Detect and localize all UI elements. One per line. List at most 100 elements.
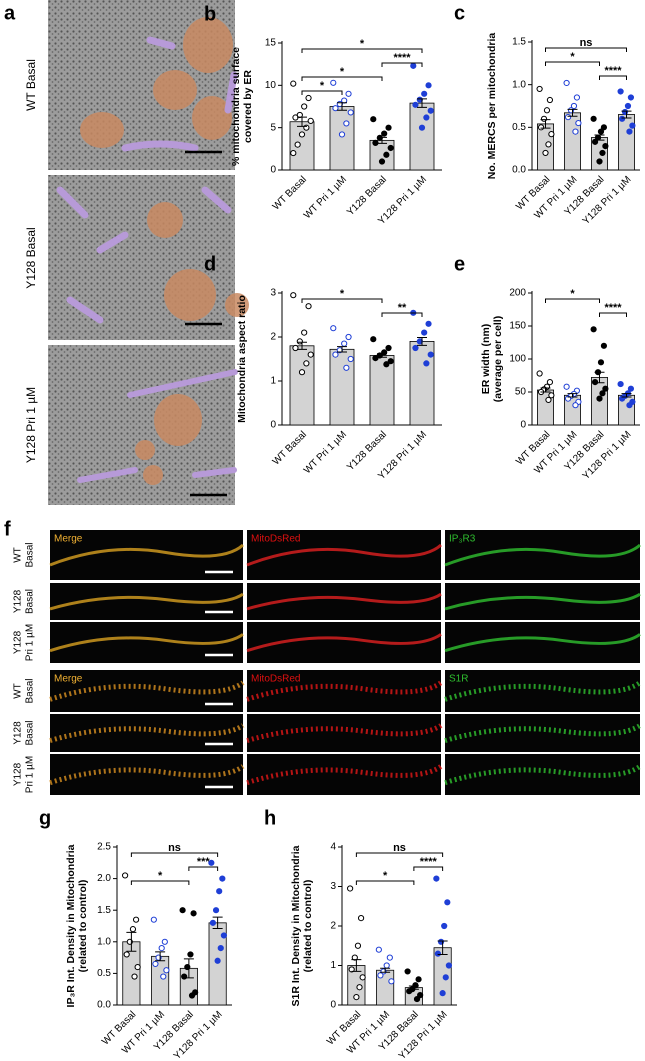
significance-bracket bbox=[301, 76, 383, 81]
y-tick-label: 0 bbox=[270, 420, 276, 431]
mitochondrion bbox=[154, 394, 202, 446]
error-bar bbox=[351, 959, 362, 972]
data-point bbox=[353, 994, 360, 1001]
row-label: Pri 1 µM bbox=[25, 624, 36, 661]
data-point bbox=[214, 957, 221, 964]
data-point bbox=[132, 916, 140, 923]
significance-label: **** bbox=[420, 856, 438, 868]
signal bbox=[49, 633, 244, 653]
data-point bbox=[301, 103, 308, 110]
panel-letter: e bbox=[454, 253, 465, 275]
panel-letter: f bbox=[4, 518, 11, 540]
data-point bbox=[439, 990, 446, 997]
data-point bbox=[573, 94, 581, 101]
data-point bbox=[423, 114, 430, 121]
fluorescence-image bbox=[247, 670, 441, 712]
significance-bracket bbox=[301, 90, 343, 95]
data-point bbox=[415, 976, 422, 983]
data-point bbox=[383, 361, 390, 368]
signal bbox=[444, 723, 642, 743]
row-label: WT bbox=[13, 683, 24, 699]
error-bar bbox=[594, 134, 605, 141]
data-point bbox=[219, 875, 226, 882]
data-point bbox=[602, 385, 609, 392]
data-point bbox=[332, 351, 339, 358]
x-tick-label: Y128 Basal bbox=[345, 429, 389, 473]
data-point bbox=[545, 141, 552, 148]
panel-letter: g bbox=[39, 807, 51, 829]
y-axis-label: ER width (nm) bbox=[480, 324, 492, 395]
data-point bbox=[624, 102, 632, 110]
data-point bbox=[220, 932, 227, 939]
data-point bbox=[343, 120, 350, 127]
significance-bracket bbox=[545, 298, 600, 303]
data-point bbox=[385, 124, 392, 131]
data-point bbox=[406, 988, 413, 995]
signal bbox=[444, 543, 642, 567]
data-point bbox=[423, 360, 430, 367]
signal bbox=[49, 723, 245, 743]
data-point bbox=[570, 102, 578, 110]
significance-label: * bbox=[340, 66, 345, 78]
data-point bbox=[572, 128, 579, 135]
data-point bbox=[575, 119, 582, 127]
error-bar bbox=[540, 119, 551, 129]
significance-label: * bbox=[158, 870, 163, 882]
data-point bbox=[160, 973, 167, 980]
bar bbox=[409, 102, 435, 171]
y-tick-label: 150 bbox=[509, 321, 526, 332]
data-point bbox=[627, 94, 635, 101]
data-point bbox=[354, 942, 362, 949]
data-point bbox=[412, 344, 419, 352]
fluorescence-image bbox=[445, 754, 640, 795]
data-point bbox=[596, 158, 603, 165]
data-point bbox=[597, 359, 605, 366]
signal bbox=[246, 592, 442, 611]
signal bbox=[49, 592, 244, 611]
panel-letter: h bbox=[264, 807, 276, 829]
bar bbox=[537, 123, 555, 171]
er bbox=[56, 186, 232, 324]
error-bar bbox=[377, 353, 387, 358]
mitochondrion bbox=[143, 465, 163, 485]
row-label: Y128 bbox=[13, 589, 24, 613]
data-point bbox=[212, 907, 220, 914]
significance-label: **** bbox=[604, 65, 622, 77]
significance-bracket bbox=[599, 312, 627, 317]
data-point bbox=[330, 79, 337, 86]
data-point bbox=[150, 916, 157, 923]
y-tick-label: 4 bbox=[330, 842, 336, 853]
x-tick-label: WT Pri 1 µM bbox=[302, 429, 349, 476]
y-tick-label: 100 bbox=[509, 354, 526, 365]
data-point bbox=[359, 974, 366, 981]
row-label: Basal bbox=[25, 678, 36, 703]
y-tick-label: 0 bbox=[330, 1000, 336, 1011]
y-axis-label: Mitochondria aspect ratio bbox=[236, 295, 248, 423]
signal bbox=[444, 633, 641, 653]
data-point bbox=[301, 329, 308, 336]
error-bar bbox=[212, 916, 223, 930]
y-tick-label: 1 bbox=[270, 376, 276, 387]
data-point bbox=[564, 113, 572, 121]
data-point bbox=[442, 974, 449, 981]
data-point bbox=[188, 992, 196, 999]
data-point bbox=[545, 396, 552, 404]
column-label: Merge bbox=[54, 534, 83, 545]
data-point bbox=[599, 149, 606, 157]
column-label: Merge bbox=[54, 674, 83, 685]
data-point bbox=[444, 899, 451, 906]
data-point bbox=[433, 875, 440, 882]
significance-label: **** bbox=[393, 52, 411, 64]
data-point bbox=[298, 369, 306, 376]
data-point bbox=[129, 926, 137, 933]
data-point bbox=[292, 344, 299, 352]
data-point bbox=[548, 131, 555, 138]
data-point bbox=[190, 910, 197, 917]
column-label: S1R bbox=[449, 674, 468, 685]
significance-label: **** bbox=[604, 302, 622, 314]
row-label: Y128 bbox=[13, 762, 24, 786]
panel-letter: d bbox=[204, 253, 216, 275]
em-images bbox=[48, 0, 249, 505]
data-point bbox=[290, 149, 297, 157]
panel-letter: c bbox=[454, 2, 465, 24]
